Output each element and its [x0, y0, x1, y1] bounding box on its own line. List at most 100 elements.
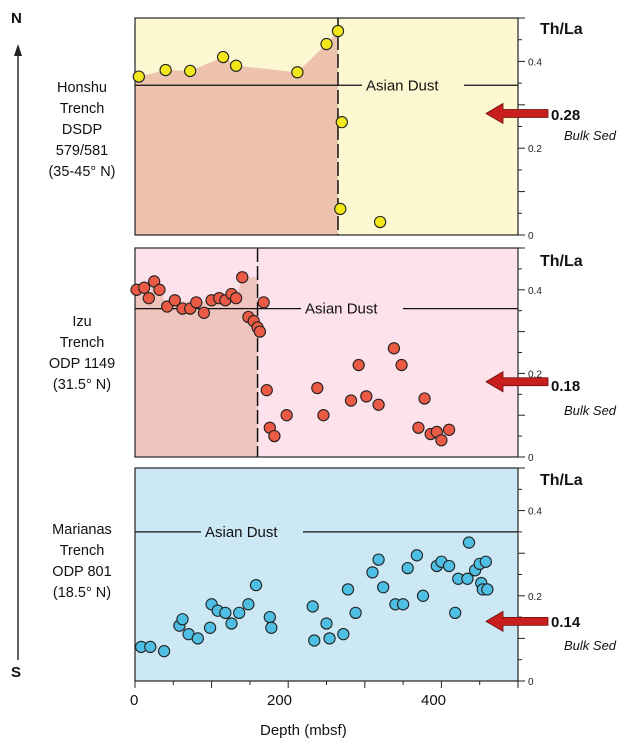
data-point [442, 423, 456, 436]
data-point [462, 536, 476, 549]
data-point [461, 572, 474, 585]
data-point [320, 37, 333, 51]
site-line: Honshu [57, 80, 107, 96]
panel-2: Asian Dust 0.4 0.2 0 [134, 467, 549, 688]
bulk-sed-value: 0.18 [551, 378, 581, 395]
site-line: ODP 1149 [48, 356, 116, 372]
site-line: (35-45° N) [48, 164, 116, 180]
data-point [331, 24, 345, 38]
site-line: (18.5° N) [52, 585, 112, 601]
data-point [410, 549, 424, 562]
data-point [481, 583, 494, 596]
data-point [308, 634, 321, 647]
bulk-sed-value: 0.28 [551, 107, 581, 124]
data-point [203, 621, 217, 634]
bulk-sed-arrow-shape [485, 610, 549, 633]
data-point [360, 390, 373, 403]
site-line: (31.5° N) [52, 377, 112, 393]
data-point [323, 632, 336, 645]
data-point [253, 325, 267, 338]
data-point [479, 555, 492, 568]
site-line: Trench [59, 335, 105, 351]
data-point [352, 358, 365, 372]
data-point [142, 292, 155, 305]
data-point [233, 606, 246, 619]
asian-dust-label: Asian Dust [305, 301, 378, 318]
y-tick-label: 0.4 [528, 286, 542, 297]
data-point [373, 215, 387, 229]
bulk-sed-arrow-shape [485, 371, 549, 393]
site-line: Trench [59, 101, 105, 117]
data-point [366, 566, 379, 579]
data-point [197, 306, 211, 319]
y-tick-label: 0 [528, 231, 534, 242]
site-line: Marianas [52, 522, 112, 538]
north-south-arrow [14, 44, 22, 660]
data-point [229, 292, 243, 305]
data-point [320, 617, 333, 630]
data-point [306, 600, 319, 613]
data-point [401, 561, 414, 575]
data-point [387, 342, 401, 355]
site-line: ODP 801 [52, 564, 112, 580]
asian-dust-label: Asian Dust [366, 77, 439, 94]
site-line: Trench [59, 543, 105, 559]
data-point [265, 621, 278, 634]
x-tick-label: 200 [267, 692, 293, 709]
data-point [263, 610, 276, 624]
x-axis-title: Depth (mbsf) [260, 722, 347, 739]
data-point [144, 640, 157, 654]
data-point [418, 392, 431, 405]
site-line: 579/581 [55, 143, 109, 159]
data-point [341, 583, 355, 596]
y-tick-label: 0.4 [528, 507, 542, 518]
site-line: Izu [72, 314, 92, 330]
site-label-honshu: Honshu Trench DSDP 579/581 (35-45° N) [22, 78, 142, 183]
shaded-dust-region [135, 277, 258, 457]
site-label-marianas: Marianas Trench ODP 801 (18.5° N) [22, 520, 142, 604]
asian-dust-label: Asian Dust [205, 524, 278, 541]
panel-1: Asian Dust 0.4 0.2 0 [130, 247, 549, 464]
bulk-sed-value: 0.14 [551, 614, 581, 631]
y-tick-label: 0.4 [528, 57, 542, 68]
data-point [190, 296, 203, 309]
south-label: S [11, 664, 22, 681]
bulk-sed-arrow-icon [485, 610, 549, 633]
data-point [260, 383, 273, 397]
data-point [280, 409, 293, 422]
y-tick-label: 0.2 [528, 144, 542, 155]
x-tick-label: 400 [421, 692, 447, 709]
data-point [249, 579, 263, 592]
data-point [395, 358, 408, 372]
data-point [153, 283, 166, 296]
data-point [229, 59, 243, 72]
north-arrowhead-icon [14, 44, 22, 56]
data-point [268, 429, 281, 443]
data-point [257, 296, 270, 309]
data-point [168, 294, 181, 307]
data-point [377, 581, 390, 594]
data-point [372, 553, 385, 566]
data-point [132, 70, 145, 83]
data-point [219, 606, 232, 619]
ratio-label: Th/La [540, 21, 583, 38]
data-point [416, 589, 430, 602]
data-point [236, 271, 249, 284]
site-label-izu: Izu Trench ODP 1149 (31.5° N) [22, 312, 142, 396]
data-point [291, 66, 304, 79]
data-point [311, 381, 324, 395]
data-point [317, 409, 330, 422]
data-point [335, 116, 348, 129]
data-point [184, 64, 197, 78]
data-point [344, 394, 358, 407]
bulk-sed-label: Bulk Sed [564, 128, 617, 143]
data-point [435, 434, 448, 447]
bulk-sed-label: Bulk Sed [564, 638, 617, 653]
bulk-sed-arrow-icon [485, 371, 549, 393]
data-point [334, 202, 347, 216]
data-point [138, 281, 151, 294]
data-point [449, 606, 462, 619]
data-point [337, 627, 350, 641]
y-tick-label: 0 [528, 453, 534, 464]
